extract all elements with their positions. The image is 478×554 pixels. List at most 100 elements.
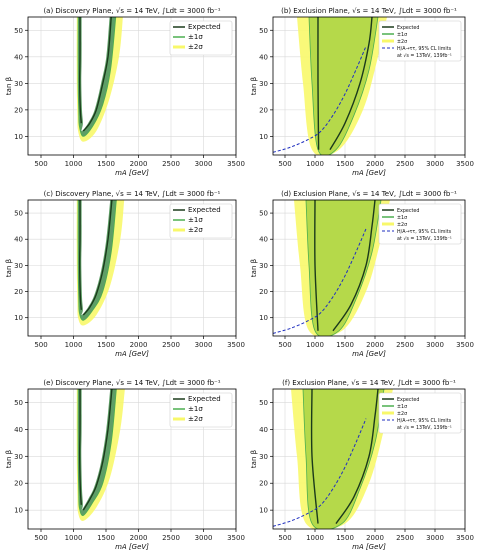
expected-contour-right bbox=[82, 389, 113, 511]
x-tick-label: 2500 bbox=[162, 341, 180, 349]
x-axis-label: mA [GeV] bbox=[115, 169, 149, 177]
x-tick-label: 3000 bbox=[195, 534, 213, 542]
y-tick-label: 10 bbox=[14, 314, 23, 322]
y-tick-label: 50 bbox=[259, 210, 268, 218]
band-1sigma bbox=[308, 17, 379, 155]
x-tick-label: 1000 bbox=[306, 534, 324, 542]
y-tick-label: 40 bbox=[14, 53, 23, 61]
x-tick-label: 3000 bbox=[195, 341, 213, 349]
y-tick-label: 50 bbox=[259, 399, 268, 407]
x-tick-label: 2000 bbox=[130, 160, 148, 168]
expected-contour-left bbox=[317, 17, 320, 150]
x-tick-label: 3500 bbox=[456, 160, 474, 168]
expected-contour-right bbox=[82, 200, 113, 316]
x-axis-label: mA [GeV] bbox=[352, 169, 386, 177]
y-tick-label: 10 bbox=[14, 507, 23, 515]
legend-entry: Expected bbox=[397, 397, 419, 403]
legend-entry: H/A→ττ, 95% CL limits bbox=[397, 229, 452, 235]
plot-frame bbox=[27, 388, 237, 530]
x-tick-label: 3000 bbox=[195, 160, 213, 168]
y-tick-label: 50 bbox=[14, 399, 23, 407]
x-tick-label: 2000 bbox=[130, 534, 148, 542]
plot-frame bbox=[27, 16, 237, 156]
legend-entry: ±2σ bbox=[188, 43, 203, 51]
y-tick-label: 50 bbox=[14, 27, 23, 35]
x-axis-label: mA [GeV] bbox=[115, 350, 149, 358]
y-tick-label: 10 bbox=[259, 507, 268, 515]
legend-entry: ±1σ bbox=[188, 216, 203, 224]
x-tick-label: 3500 bbox=[227, 341, 245, 349]
legend-entry: ±2σ bbox=[188, 226, 203, 234]
y-tick-label: 20 bbox=[14, 106, 23, 114]
expected-contour-left bbox=[78, 200, 82, 310]
legend-entry: at √s = 13TeV, 139fb⁻¹ bbox=[397, 236, 452, 242]
legend-entry: Expected bbox=[188, 23, 221, 31]
legend-entry: ±2σ bbox=[188, 415, 203, 423]
legend-entry: Expected bbox=[188, 395, 221, 403]
plot-area bbox=[273, 17, 387, 155]
legend-box bbox=[169, 392, 233, 428]
y-tick-label: 40 bbox=[259, 426, 268, 434]
x-tick-label: 500 bbox=[34, 160, 47, 168]
x-tick-label: 1000 bbox=[306, 341, 324, 349]
panel-e: 500 1000 1500 2000 2500 3000 3500 10 20 30 40 50 (e)… bbox=[5, 379, 245, 551]
x-tick-label: 500 bbox=[278, 534, 291, 542]
legend-box bbox=[169, 203, 233, 239]
legend-entry: ±2σ bbox=[397, 411, 407, 417]
panel-title: (c) Discovery Plane, √s = 14 TeV, ∫Ldt =… bbox=[44, 190, 221, 198]
expected-contour-left bbox=[78, 389, 82, 505]
reference-limit-line bbox=[273, 418, 367, 527]
legend-entry: ±1σ bbox=[397, 32, 407, 38]
x-tick-label: 2000 bbox=[366, 534, 384, 542]
x-tick-label: 1000 bbox=[65, 341, 83, 349]
legend-entry: ±2σ bbox=[397, 222, 407, 228]
legend-entry: ±1σ bbox=[397, 404, 407, 410]
legend-entry: Expected bbox=[397, 25, 419, 31]
plot-area bbox=[273, 200, 390, 336]
x-axis-label: mA [GeV] bbox=[352, 543, 386, 550]
legend-box bbox=[378, 20, 462, 62]
x-tick-label: 3000 bbox=[426, 160, 444, 168]
expected-contour-right bbox=[332, 200, 376, 332]
legend-entry: ±1σ bbox=[188, 405, 203, 413]
y-tick-label: 20 bbox=[259, 480, 268, 488]
x-tick-label: 500 bbox=[34, 341, 47, 349]
plot-area bbox=[76, 17, 123, 142]
plot-frame bbox=[272, 388, 466, 530]
y-tick-label: 30 bbox=[14, 453, 23, 461]
y-tick-label: 40 bbox=[259, 236, 268, 244]
x-tick-label: 2500 bbox=[396, 534, 414, 542]
x-tick-label: 2000 bbox=[130, 341, 148, 349]
y-tick-label: 10 bbox=[259, 133, 268, 141]
band-1sigma bbox=[305, 200, 382, 336]
x-tick-label: 1500 bbox=[97, 534, 115, 542]
x-tick-label: 1500 bbox=[336, 534, 354, 542]
y-axis-label: tan β bbox=[250, 259, 258, 277]
legend: Expected ±1σ ±2σ bbox=[169, 20, 233, 56]
legend: Expected ±1σ ±2σ bbox=[169, 203, 233, 239]
legend-entry: ±1σ bbox=[397, 215, 407, 221]
y-tick-label: 30 bbox=[14, 80, 23, 88]
plot-frame bbox=[27, 199, 237, 337]
legend-entry: Expected bbox=[397, 208, 419, 214]
legend-box bbox=[378, 392, 462, 434]
plot-area bbox=[273, 389, 393, 529]
legend-entry: Expected bbox=[188, 206, 221, 214]
legend-entry: ±1σ bbox=[188, 33, 203, 41]
panel-title: (e) Discovery Plane, √s = 14 TeV, ∫Ldt =… bbox=[43, 379, 220, 387]
y-tick-label: 30 bbox=[259, 262, 268, 270]
x-tick-label: 2000 bbox=[366, 341, 384, 349]
expected-contour-right bbox=[82, 17, 112, 132]
reference-limit-line bbox=[273, 46, 367, 153]
plot-frame bbox=[272, 199, 466, 337]
plot-area bbox=[76, 200, 125, 326]
y-axis-label: tan β bbox=[5, 450, 13, 468]
panel-title: (f) Exclusion Plane, √s = 14 TeV, ∫Ldt =… bbox=[282, 379, 456, 387]
x-tick-label: 1000 bbox=[65, 160, 83, 168]
y-tick-label: 40 bbox=[259, 53, 268, 61]
